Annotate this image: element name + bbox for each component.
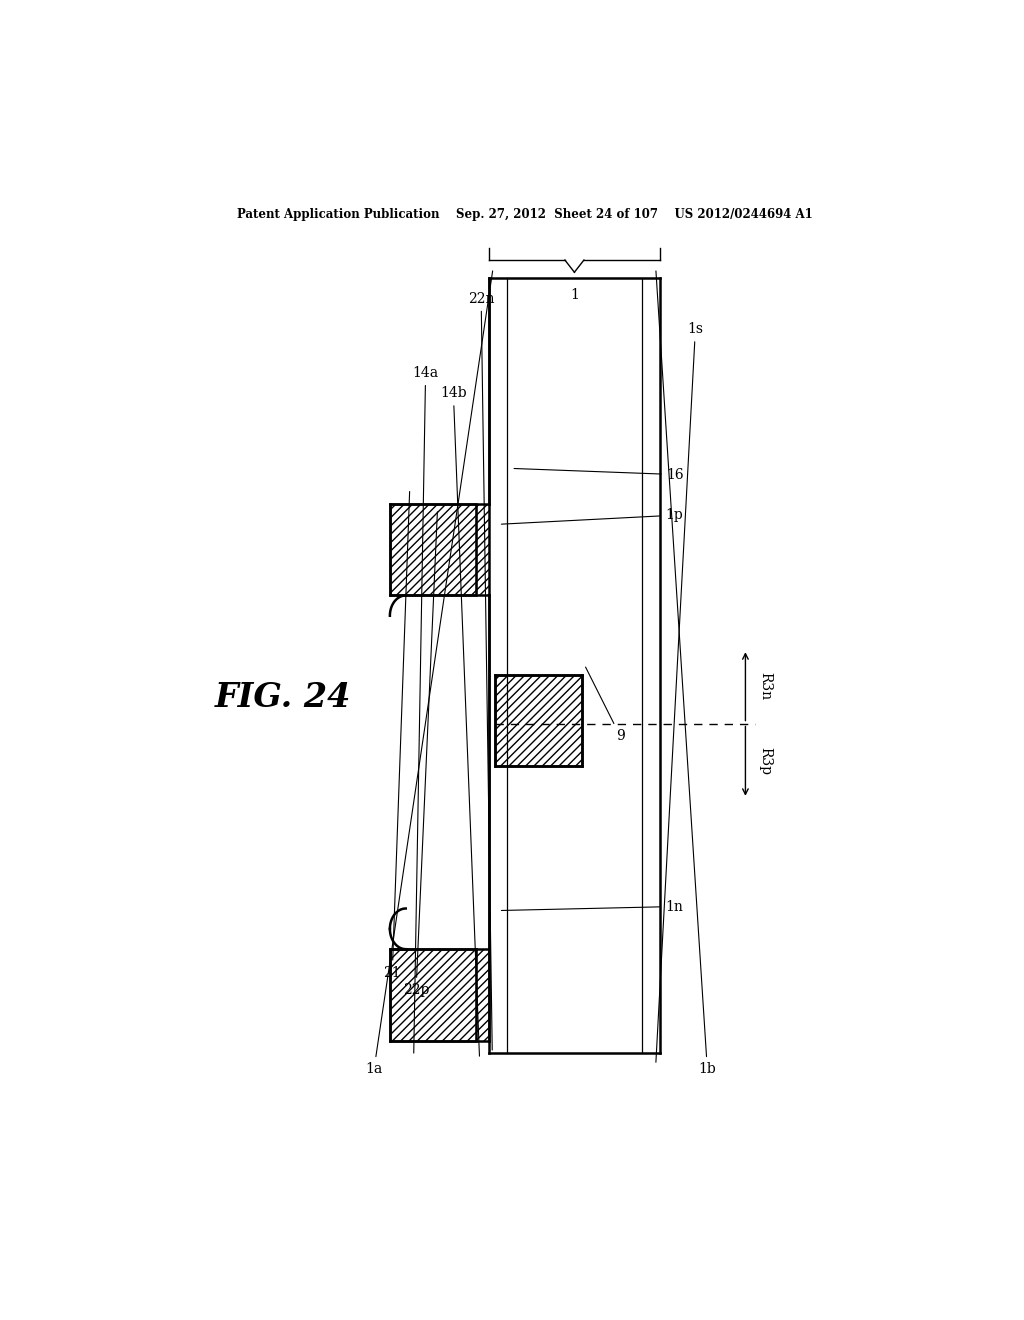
Text: Patent Application Publication    Sep. 27, 2012  Sheet 24 of 107    US 2012/0244: Patent Application Publication Sep. 27, … [237, 207, 813, 220]
Text: 1b: 1b [656, 271, 716, 1076]
Text: 14b: 14b [440, 387, 479, 1056]
Text: 16: 16 [514, 467, 684, 482]
Text: 14a: 14a [413, 366, 438, 1053]
Text: 9: 9 [586, 667, 625, 743]
Bar [390, 949, 476, 1040]
Text: 1s: 1s [656, 322, 703, 1063]
Text: 22n: 22n [468, 292, 495, 1049]
Text: R3p: R3p [758, 747, 772, 775]
Bar [476, 504, 489, 595]
Bar [476, 949, 489, 1040]
Text: 21: 21 [383, 491, 410, 979]
Text: 1: 1 [570, 288, 579, 301]
Bar [495, 675, 582, 766]
Text: FIG. 24: FIG. 24 [215, 681, 351, 714]
Text: 1n: 1n [502, 899, 683, 913]
Bar [390, 504, 476, 595]
Text: 1p: 1p [502, 508, 683, 524]
Text: R3n: R3n [758, 672, 772, 701]
Text: 1a: 1a [366, 271, 493, 1076]
Text: 22p: 22p [402, 512, 437, 997]
